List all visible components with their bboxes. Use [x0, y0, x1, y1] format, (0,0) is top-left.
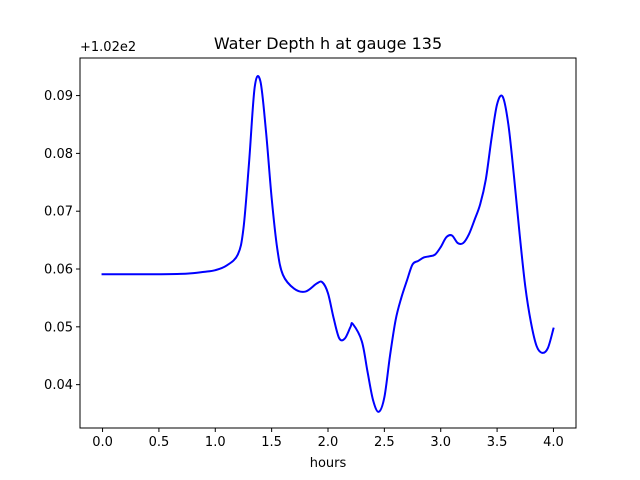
- y-tick-label: 0.04: [44, 378, 73, 393]
- chart-title: Water Depth h at gauge 135: [214, 34, 442, 53]
- x-tick-label: 1.5: [261, 435, 282, 450]
- y-tick-label: 0.07: [44, 205, 73, 220]
- ticks-layer: 0.0 0.5 1.0 1.5 2.0 2.5 3.0 3.5 4.0 0.04 0.05 0.06 0…: [44, 89, 564, 450]
- x-tick-label: 4.0: [543, 435, 564, 450]
- x-tick-label: 3.5: [487, 435, 508, 450]
- y-tick-label: 0.08: [44, 147, 73, 162]
- y-axis-offset-label: +1.02e2: [80, 40, 136, 55]
- y-tick-label: 0.05: [44, 320, 73, 335]
- series-layer: [101, 75, 555, 413]
- x-tick-label: 0.5: [149, 435, 170, 450]
- y-tick-label: 0.06: [44, 263, 73, 278]
- x-tick-label: 1.0: [205, 435, 226, 450]
- x-tick-label: 2.0: [318, 435, 339, 450]
- x-tick-label: 2.5: [374, 435, 395, 450]
- y-tick-label: 0.09: [44, 89, 73, 104]
- plot-frame: [79, 57, 577, 429]
- x-axis-label: hours: [310, 456, 347, 471]
- series-line: [101, 75, 555, 413]
- x-tick-label: 3.0: [430, 435, 451, 450]
- x-tick-label: 0.0: [92, 435, 113, 450]
